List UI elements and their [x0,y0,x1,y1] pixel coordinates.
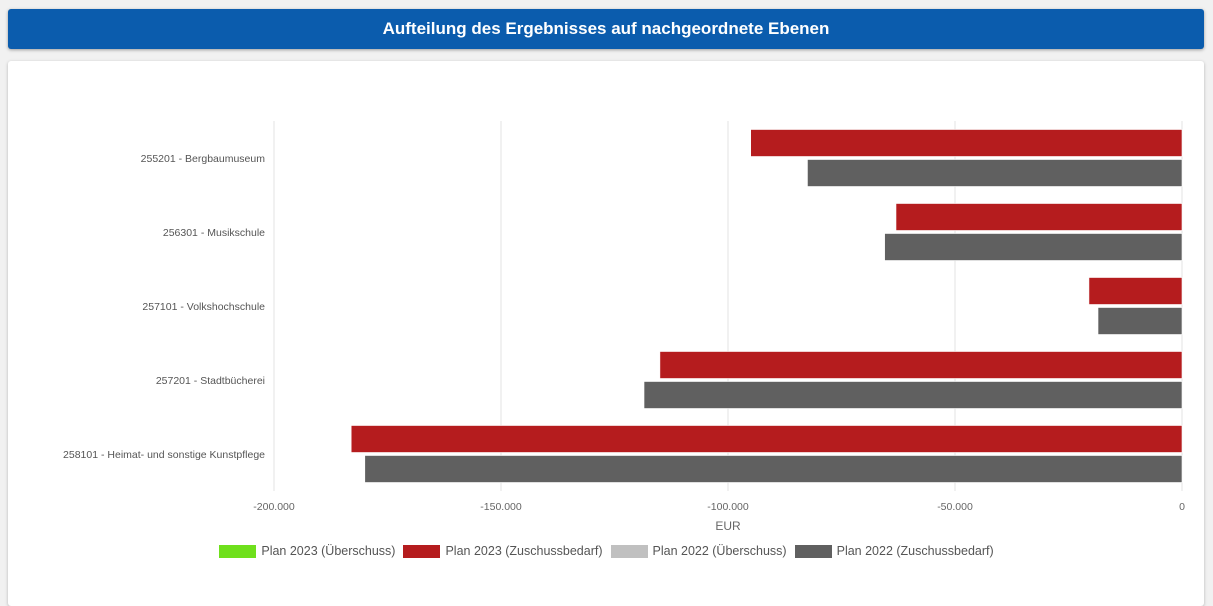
legend-item[interactable]: Plan 2022 (Überschuss) [610,544,787,558]
x-tick-label: -100.000 [707,501,749,513]
legend-label: Plan 2022 (Überschuss) [652,544,787,558]
legend-label: Plan 2022 (Zuschussbedarf) [836,544,994,558]
bar [750,129,1183,157]
x-axis-title: EUR [715,519,741,533]
legend-swatch [403,544,441,558]
category-label: 257101 - Volkshochschule [142,301,265,313]
chart-title: Aufteilung des Ergebnisses auf nachgeord… [382,19,830,38]
legend-item[interactable]: Plan 2022 (Zuschussbedarf) [794,544,994,558]
legend-swatch [610,544,648,558]
category-label: 258101 - Heimat- und sonstige Kunstpfleg… [63,449,265,461]
category-label: 256301 - Musikschule [163,227,265,239]
bar [643,381,1183,409]
x-tick-label: -200.000 [253,501,295,513]
bar [807,159,1183,187]
legend-item[interactable]: Plan 2023 (Überschuss) [219,544,395,558]
category-label: 255201 - Bergbaumuseum [141,153,266,165]
legend-label: Plan 2023 (Zuschussbedarf) [445,544,603,558]
chart-legend: Plan 2023 (Überschuss) Plan 2023 (Zuschus… [0,544,1213,558]
legend-swatch [219,544,257,558]
bar [364,455,1183,483]
bar [659,351,1183,379]
x-tick-label: -50.000 [937,501,973,513]
bar [350,425,1183,453]
category-label: 257201 - Stadtbücherei [156,375,265,387]
bar [884,233,1183,261]
legend-label: Plan 2023 (Überschuss) [261,544,396,558]
x-tick-label: -150.000 [480,501,522,513]
x-tick-label: 0 [1179,501,1185,513]
legend-swatch [794,544,832,558]
legend-item[interactable]: Plan 2023 (Zuschussbedarf) [403,544,603,558]
bar [895,203,1183,231]
chart-header: Aufteilung des Ergebnisses auf nachgeord… [8,9,1204,49]
bar [1097,307,1183,335]
bar [1088,277,1183,305]
